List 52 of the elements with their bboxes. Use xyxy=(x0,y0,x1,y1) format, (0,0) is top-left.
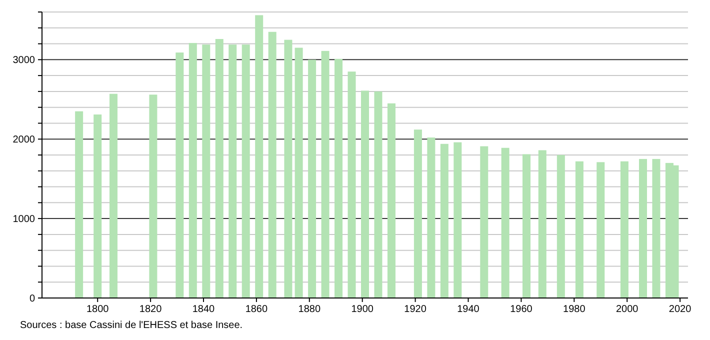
x-tick-label: 1840 xyxy=(192,304,216,315)
bar xyxy=(596,162,605,298)
bar xyxy=(652,158,660,298)
x-tick-label: 1800 xyxy=(86,304,110,315)
bar xyxy=(215,39,224,298)
y-tick-label: 0 xyxy=(29,294,36,304)
bar xyxy=(321,50,330,298)
x-tick-label: 1960 xyxy=(510,304,533,315)
x-tick-label: 2000 xyxy=(616,304,639,315)
bar xyxy=(361,90,369,298)
bar xyxy=(620,161,628,298)
bar xyxy=(228,44,237,298)
bar xyxy=(374,91,382,298)
x-tick-label: 1900 xyxy=(351,304,374,315)
bar xyxy=(638,158,647,298)
y-tick-label: 2000 xyxy=(12,134,36,146)
y-tick-label: 3000 xyxy=(12,55,36,66)
bar xyxy=(242,44,250,298)
bar xyxy=(501,148,510,298)
bar xyxy=(149,94,158,298)
bar xyxy=(268,32,276,298)
bar xyxy=(176,52,184,298)
x-tick-label: 1980 xyxy=(563,304,586,315)
x-tick-label: 1940 xyxy=(457,304,480,315)
bar xyxy=(75,111,84,298)
bar xyxy=(480,146,488,298)
bar xyxy=(387,103,396,298)
bar xyxy=(294,48,303,298)
bar xyxy=(538,150,546,298)
bar xyxy=(427,138,436,298)
x-tick-label: 2020 xyxy=(668,304,692,315)
bar xyxy=(348,72,356,298)
bar xyxy=(308,60,316,298)
bar xyxy=(109,94,118,298)
bar xyxy=(284,40,292,298)
bar xyxy=(414,130,422,298)
bar xyxy=(522,154,530,298)
bar xyxy=(202,44,210,298)
x-tick-label: 1820 xyxy=(139,304,162,315)
bar xyxy=(255,15,264,298)
bar xyxy=(334,58,343,298)
bar xyxy=(575,161,584,298)
bar xyxy=(556,155,565,298)
y-tick-label: 1000 xyxy=(12,214,36,226)
bar xyxy=(94,114,102,298)
source-note: Sources : base Cassini de l'EHESS et base Insee. xyxy=(20,320,243,331)
bar xyxy=(188,42,197,298)
bar xyxy=(440,144,448,298)
x-tick-label: 1860 xyxy=(245,304,268,315)
x-tick-label: 1880 xyxy=(298,304,321,315)
bar xyxy=(454,142,462,298)
x-tick-label: 1920 xyxy=(404,304,427,315)
